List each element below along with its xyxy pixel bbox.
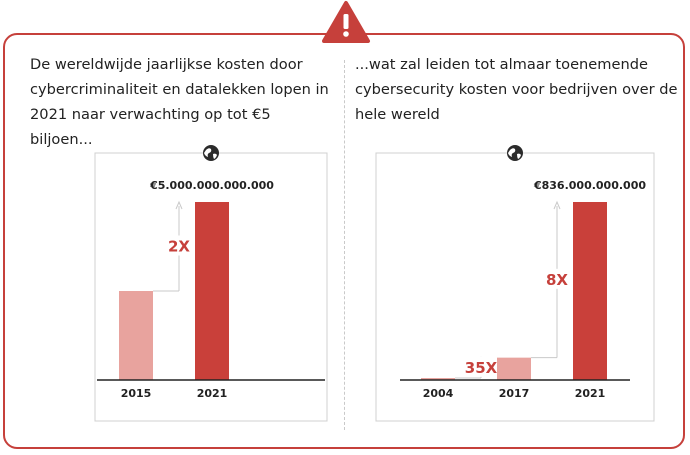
- value-label: €5.000.000.000.000: [149, 179, 274, 192]
- growth-label: 35X: [465, 359, 498, 377]
- growth-label: 2X: [168, 238, 190, 256]
- annotation-bg: [465, 356, 497, 377]
- growth-annotation: 35X: [455, 356, 498, 379]
- tick-label: 2021: [197, 387, 228, 400]
- tick-label: 2021: [575, 387, 606, 400]
- growth-label: 8X: [546, 271, 568, 289]
- annotation-bg: [541, 268, 573, 289]
- bar-2017: [497, 357, 531, 380]
- annotation-bg: [163, 235, 195, 256]
- tick-label: 2015: [121, 387, 152, 400]
- tick-label: 2004: [423, 387, 454, 400]
- value-label: €836.000.000.000: [533, 179, 646, 192]
- growth-annotation: 8X: [531, 200, 573, 359]
- arrow-head: [553, 200, 561, 210]
- column-divider: [344, 60, 345, 430]
- globe-land: [204, 148, 212, 157]
- bar-2021: [195, 202, 229, 380]
- globe-icon: [507, 145, 523, 161]
- arrow-head: [175, 200, 183, 210]
- growth-annotation: 2X: [153, 200, 195, 292]
- globe-land: [213, 153, 217, 159]
- globe-icon: [203, 145, 219, 161]
- intro-text-right: ...wat zal leiden tot almaar toenemende …: [355, 56, 678, 123]
- globe-land: [517, 153, 521, 159]
- chart-right: 2004 2017 2021 €836.000.000.000 35X 8X: [375, 145, 655, 422]
- globe-land: [508, 148, 516, 157]
- tick-label: 2017: [499, 387, 530, 400]
- exclamation-warning-icon: [322, 1, 370, 43]
- intro-text-left: De wereldwijde jaarlijkse kosten door cy…: [30, 56, 329, 148]
- bar-2015: [119, 291, 153, 380]
- bar-2021: [573, 202, 607, 380]
- chart-left: 2015 2021 €5.000.000.000.000 2X: [94, 145, 328, 422]
- bar-2004: [421, 378, 455, 380]
